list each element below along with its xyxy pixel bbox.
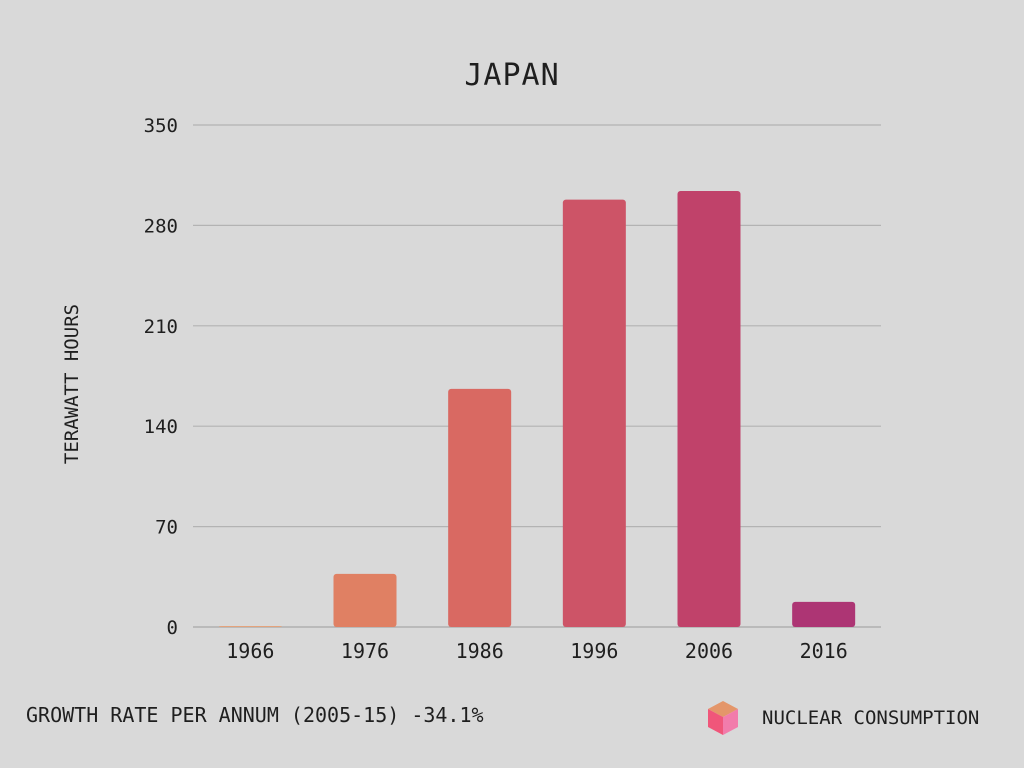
bars bbox=[218, 190, 856, 627]
chart-title: JAPAN bbox=[464, 58, 560, 93]
y-tick-label: 140 bbox=[144, 416, 178, 438]
bar-1976 bbox=[333, 573, 397, 627]
x-tick-label: 1996 bbox=[570, 639, 618, 663]
bar-1996 bbox=[562, 199, 626, 627]
y-tick-label: 350 bbox=[144, 115, 178, 137]
bar-1986 bbox=[448, 388, 512, 627]
legend-label: NUCLEAR CONSUMPTION bbox=[762, 707, 980, 729]
x-tick-labels: 1966 1976 1986 1996 2006 2016 bbox=[226, 639, 848, 663]
x-tick-label: 1986 bbox=[456, 639, 504, 663]
cube-icon bbox=[708, 701, 738, 735]
y-axis-label: TERAWATT HOURS bbox=[61, 303, 83, 465]
y-tick-label: 70 bbox=[155, 517, 178, 539]
y-tick-label: 280 bbox=[144, 215, 178, 237]
growth-rate-text: GROWTH RATE PER ANNUM (2005-15) -34.1% bbox=[26, 703, 484, 727]
gridlines bbox=[193, 124, 881, 628]
x-tick-label: 2006 bbox=[685, 639, 733, 663]
bar-2016 bbox=[792, 601, 856, 627]
x-tick-label: 1976 bbox=[341, 639, 389, 663]
bar-1966 bbox=[218, 626, 282, 627]
bar-2006 bbox=[677, 190, 741, 627]
y-tick-label: 0 bbox=[167, 617, 178, 639]
legend: NUCLEAR CONSUMPTION bbox=[706, 699, 979, 737]
x-tick-label: 1966 bbox=[226, 639, 274, 663]
x-tick-label: 2016 bbox=[800, 639, 848, 663]
y-tick-labels: 0 70 140 210 280 350 bbox=[144, 115, 178, 639]
y-tick-label: 210 bbox=[144, 316, 178, 338]
